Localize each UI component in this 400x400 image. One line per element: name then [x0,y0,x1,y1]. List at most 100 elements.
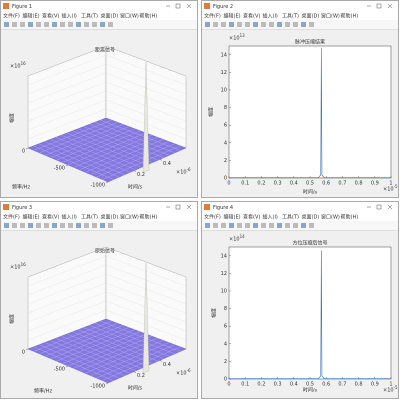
toolbar-button[interactable] [213,22,218,27]
menu-item[interactable]: 查看(V) [243,214,260,221]
x-tick-label: 0.4 [290,382,298,388]
menu-item[interactable]: 桌面(D) [101,13,119,20]
toolbar-button[interactable] [100,223,105,228]
toolbar-button[interactable] [261,223,266,228]
menu-item[interactable]: 文件(F) [204,214,221,221]
close-button[interactable] [387,204,393,210]
toolbar-button[interactable] [253,22,258,27]
menu-item[interactable]: 查看(V) [42,13,59,20]
toolbar-button[interactable] [44,223,49,228]
toolbar-button[interactable] [84,223,89,228]
menu-item[interactable]: 查看(V) [243,13,260,20]
menu-item[interactable]: 插入(I) [62,214,77,221]
toolbar-button[interactable] [253,223,258,228]
toolbar-button[interactable] [36,22,41,27]
maximize-button[interactable] [175,3,181,9]
menu-item[interactable]: 桌面(D) [302,13,320,20]
toolbar-button[interactable] [237,22,242,27]
toolbar-button[interactable] [84,22,89,27]
maximize-button[interactable] [376,204,382,210]
toolbar-button[interactable] [108,223,113,228]
close-button[interactable] [186,3,192,9]
menu-item[interactable]: 帮助(H) [341,13,359,20]
menu-item[interactable]: 编辑(E) [224,214,241,221]
toolbar-button[interactable] [28,22,33,27]
menu-item[interactable]: 窗口(W) [321,214,340,221]
toolbar-button[interactable] [229,223,234,228]
toolbar-button[interactable] [277,223,282,228]
toolbar-button[interactable] [28,223,33,228]
toolbar-button[interactable] [4,223,9,228]
menu-item[interactable]: 文件(F) [3,13,20,20]
toolbar-button[interactable] [92,223,97,228]
toolbar-button[interactable] [60,22,65,27]
menu-item[interactable]: 工具(T) [81,14,98,20]
toolbar-button[interactable] [20,22,25,27]
menu-item[interactable]: 帮助(H) [341,214,359,221]
menu-item[interactable]: 查看(V) [42,214,59,221]
menu-item[interactable]: 工具(T) [282,215,299,221]
y-tick-label: 2 [224,158,227,164]
toolbar-button[interactable] [92,22,97,27]
menu-item[interactable]: 插入(I) [263,214,278,221]
toolbar-button[interactable] [269,22,274,27]
menu-item[interactable]: 文件(F) [204,13,221,20]
menu-item[interactable]: 桌面(D) [302,214,320,221]
toolbar-button[interactable] [221,223,226,228]
menu-item[interactable]: 窗口(W) [120,214,139,221]
menu-item[interactable]: 工具(T) [81,215,98,221]
menu-item[interactable]: 窗口(W) [321,13,340,20]
toolbar-button[interactable] [293,223,298,228]
toolbar-button[interactable] [76,22,81,27]
menu-item[interactable]: 桌面(D) [101,214,119,221]
toolbar-button[interactable] [52,223,57,228]
maximize-button[interactable] [175,204,181,210]
toolbar-button[interactable] [36,223,41,228]
toolbar-button[interactable] [12,22,17,27]
toolbar-button[interactable] [245,223,250,228]
toolbar-button[interactable] [60,223,65,228]
toolbar-button[interactable] [205,22,210,27]
menu-item[interactable]: 帮助(H) [140,13,158,20]
toolbar-button[interactable] [68,223,73,228]
menu-item[interactable]: 编辑(E) [23,13,40,20]
menu-item[interactable]: 文件(F) [3,214,20,221]
toolbar-button[interactable] [108,22,113,27]
toolbar-button[interactable] [285,223,290,228]
close-button[interactable] [387,3,393,9]
toolbar-button[interactable] [52,22,57,27]
toolbar-button[interactable] [20,223,25,228]
toolbar-button[interactable] [4,22,9,27]
menu-item[interactable]: 帮助(H) [140,214,158,221]
menu-item[interactable]: 窗口(W) [120,13,139,20]
toolbar-button[interactable] [213,223,218,228]
menu-item[interactable]: 插入(I) [263,13,278,20]
menu-item[interactable]: 插入(I) [62,13,77,20]
toolbar-button[interactable] [269,223,274,228]
toolbar-button[interactable] [76,223,81,228]
toolbar-button[interactable] [229,22,234,27]
toolbar-button[interactable] [285,22,290,27]
toolbar-button[interactable] [237,223,242,228]
toolbar-button[interactable] [309,22,314,27]
menu-item[interactable]: 编辑(E) [23,214,40,221]
toolbar-button[interactable] [44,22,49,27]
menu-item[interactable]: 编辑(E) [224,13,241,20]
toolbar-button[interactable] [68,22,73,27]
y-tick-label: 0 [224,176,227,182]
maximize-button[interactable] [376,3,382,9]
close-button[interactable] [186,204,192,210]
toolbar-button[interactable] [293,22,298,27]
toolbar-button[interactable] [245,22,250,27]
toolbar-button[interactable] [205,223,210,228]
toolbar-button[interactable] [100,22,105,27]
toolbar-button[interactable] [301,223,306,228]
toolbar-button[interactable] [12,223,17,228]
menu-item[interactable]: 工具(T) [282,14,299,20]
surface-grid [96,344,175,379]
toolbar-button[interactable] [277,22,282,27]
toolbar-button[interactable] [221,22,226,27]
toolbar-button[interactable] [301,22,306,27]
toolbar-button[interactable] [309,223,314,228]
toolbar-button[interactable] [261,22,266,27]
